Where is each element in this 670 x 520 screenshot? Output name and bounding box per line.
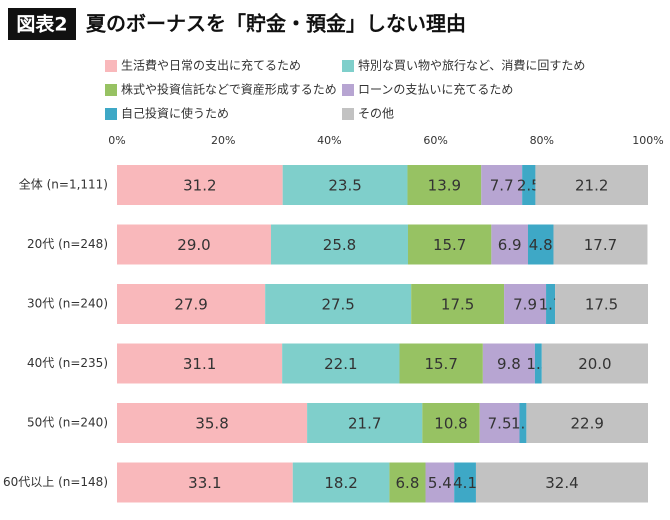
value-label: 17.7 bbox=[584, 236, 617, 254]
legend-label: ローンの支払いに充てるため bbox=[358, 82, 513, 97]
value-label: 31.2 bbox=[183, 177, 216, 195]
y-tick-label: 50代 (n=240) bbox=[27, 416, 108, 430]
legend-swatch bbox=[342, 84, 354, 96]
value-label: 13.9 bbox=[428, 177, 461, 195]
value-label: 23.5 bbox=[328, 177, 361, 195]
value-label: 25.8 bbox=[323, 236, 356, 254]
chart-title: 夏のボーナスを「貯金・預金」しない理由 bbox=[86, 12, 466, 36]
bar-segment bbox=[117, 165, 283, 205]
value-label: 15.7 bbox=[433, 236, 466, 254]
value-label: 4.8 bbox=[529, 236, 553, 254]
bar-segment bbox=[425, 462, 455, 503]
value-label: 27.5 bbox=[321, 296, 354, 314]
bar-segment bbox=[117, 403, 308, 443]
bar-segment bbox=[389, 462, 426, 503]
value-label: 35.8 bbox=[195, 415, 228, 433]
y-tick-label: 20代 (n=248) bbox=[27, 237, 108, 251]
y-tick-label: 30代 (n=240) bbox=[27, 297, 108, 311]
y-tick-label: 全体 (n=1,111) bbox=[19, 177, 108, 192]
bar-segment bbox=[534, 343, 542, 384]
bar-segment bbox=[555, 284, 648, 324]
value-label: 17.5 bbox=[585, 296, 618, 314]
value-label: 5.4 bbox=[428, 474, 452, 492]
value-label: 4.1 bbox=[453, 474, 477, 492]
value-label: 10.8 bbox=[434, 415, 467, 433]
badge: 図表2 bbox=[16, 13, 67, 36]
bar-segment bbox=[482, 343, 535, 384]
legend-label: 自己投資に使うため bbox=[121, 106, 229, 121]
bar-segment bbox=[541, 343, 648, 384]
legend-swatch bbox=[105, 60, 117, 72]
bar-segment bbox=[546, 284, 556, 324]
bar-segment bbox=[553, 224, 648, 265]
x-tick-label: 60% bbox=[423, 134, 447, 147]
bar-segment bbox=[265, 284, 412, 324]
value-label: 7.5 bbox=[488, 415, 512, 433]
bar-segment bbox=[475, 462, 648, 503]
bar-segment bbox=[411, 284, 505, 324]
x-tick-label: 40% bbox=[317, 134, 341, 147]
bar-segment bbox=[117, 284, 266, 324]
bar-segment bbox=[526, 403, 648, 443]
value-label: 9.8 bbox=[497, 355, 521, 373]
bar-segment bbox=[479, 403, 520, 443]
bar-segment bbox=[270, 224, 408, 265]
bar-segment bbox=[282, 165, 408, 205]
bar-segment bbox=[535, 165, 648, 205]
legend-label: その他 bbox=[358, 107, 394, 121]
value-label: 17.5 bbox=[441, 296, 474, 314]
bar-segment bbox=[307, 403, 423, 443]
x-tick-label: 80% bbox=[530, 134, 554, 147]
bar-segment bbox=[527, 224, 554, 265]
bar-segment bbox=[117, 343, 283, 384]
x-tick-label: 0% bbox=[108, 134, 125, 147]
value-label: 7.7 bbox=[490, 177, 514, 195]
badge-box bbox=[8, 8, 76, 40]
value-label: 15.7 bbox=[424, 355, 457, 373]
bar-segment bbox=[282, 343, 400, 384]
bar-segment bbox=[491, 224, 528, 265]
legend-label: 特別な買い物や旅行など、消費に回すため bbox=[358, 58, 585, 73]
y-tick-label: 40代 (n=235) bbox=[27, 356, 108, 370]
legend-label: 株式や投資信託などで資産形成するため bbox=[121, 82, 337, 97]
y-tick-label: 60代以上 (n=148) bbox=[3, 475, 108, 489]
value-label: 6.8 bbox=[396, 474, 420, 492]
bar-segment bbox=[504, 284, 547, 324]
value-label: 31.1 bbox=[183, 355, 216, 373]
x-tick-label: 100% bbox=[632, 134, 663, 147]
value-label: 7.9 bbox=[513, 296, 537, 314]
value-label: 29.0 bbox=[177, 236, 210, 254]
bar-segment bbox=[481, 165, 523, 205]
x-tick-label: 20% bbox=[211, 134, 235, 147]
bar-segment bbox=[292, 462, 390, 503]
legend-swatch bbox=[105, 84, 117, 96]
value-label: 27.9 bbox=[174, 296, 207, 314]
bar-segment bbox=[117, 224, 271, 265]
bar-segment bbox=[422, 403, 480, 443]
legend-swatch bbox=[342, 60, 354, 72]
bar-segment bbox=[399, 343, 483, 384]
bar-segment bbox=[522, 165, 536, 205]
legend-swatch bbox=[342, 108, 354, 120]
bar-segment bbox=[519, 403, 527, 443]
value-label: 33.1 bbox=[188, 474, 221, 492]
bar-segment bbox=[454, 462, 476, 503]
value-label: 32.4 bbox=[545, 474, 578, 492]
legend-swatch bbox=[105, 108, 117, 120]
bar-segment bbox=[117, 462, 293, 503]
value-label: 22.9 bbox=[570, 415, 603, 433]
legend-label: 生活費や日常の支出に充てるため bbox=[121, 58, 301, 73]
value-label: 22.1 bbox=[324, 355, 357, 373]
bar-segment bbox=[407, 224, 492, 265]
bar-segment bbox=[407, 165, 482, 205]
value-label: 2.5 bbox=[517, 177, 541, 195]
value-label: 18.2 bbox=[324, 474, 357, 492]
value-label: 21.2 bbox=[575, 177, 608, 195]
value-label: 20.0 bbox=[578, 355, 611, 373]
value-label: 6.9 bbox=[498, 236, 522, 254]
value-label: 21.7 bbox=[348, 415, 381, 433]
